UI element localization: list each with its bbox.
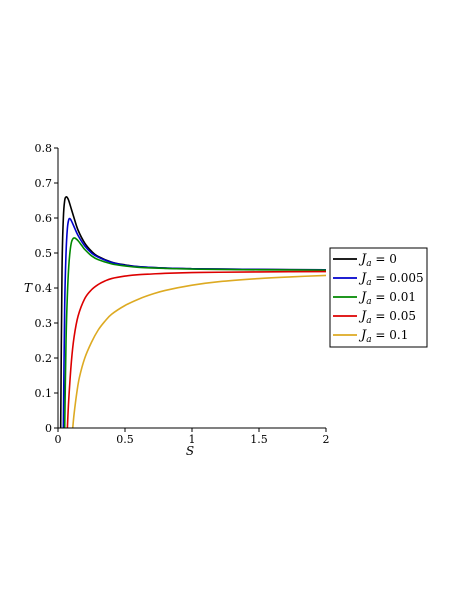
y-tick-label-8: 0.8 <box>35 142 53 155</box>
x-tick-label-3: 1.5 <box>250 433 268 446</box>
x-tick-label-2: 1 <box>189 433 196 446</box>
series-line-0 <box>59 196 327 429</box>
series-line-2 <box>63 237 327 429</box>
x-tick-label-4: 2 <box>323 433 330 446</box>
legend: Ja = 0 Ja = 0.005 Ja = 0.01 Ja = 0.05 Ja = 0… <box>329 247 428 348</box>
legend-entry-1: Ja = 0.005 <box>358 271 424 288</box>
legend-entry-2: Ja = 0.01 <box>358 290 416 307</box>
legend-entry-0: Ja = 0 <box>358 252 397 269</box>
y-tick-label-4: 0.4 <box>35 282 53 295</box>
x-axis-label: S <box>186 444 194 458</box>
legend-entry-3: Ja = 0.05 <box>358 309 416 326</box>
series-line-4 <box>71 274 327 429</box>
y-tick-label-7: 0.7 <box>35 177 53 190</box>
y-axis-label: T <box>24 281 33 295</box>
x-tick-label-1: 0.5 <box>116 433 134 446</box>
series-line-3 <box>66 270 327 429</box>
y-tick-label-2: 0.2 <box>35 352 53 365</box>
series-lines <box>59 196 327 429</box>
y-tick-label-6: 0.6 <box>35 212 53 225</box>
legend-entry-4: Ja = 0.1 <box>358 328 408 345</box>
y-tick-label-0: 0 <box>45 422 52 435</box>
y-tick-label-5: 0.5 <box>35 247 53 260</box>
axes <box>54 147 327 432</box>
x-tick-label-0: 0 <box>55 433 62 446</box>
y-tick-label-1: 0.1 <box>35 387 53 400</box>
y-tick-label-3: 0.3 <box>35 317 53 330</box>
tick-labels: 0 0.5 1 1.5 2 0 0.1 0.2 0.3 0.4 0.5 0.6 0.7 0.8 <box>35 142 330 446</box>
